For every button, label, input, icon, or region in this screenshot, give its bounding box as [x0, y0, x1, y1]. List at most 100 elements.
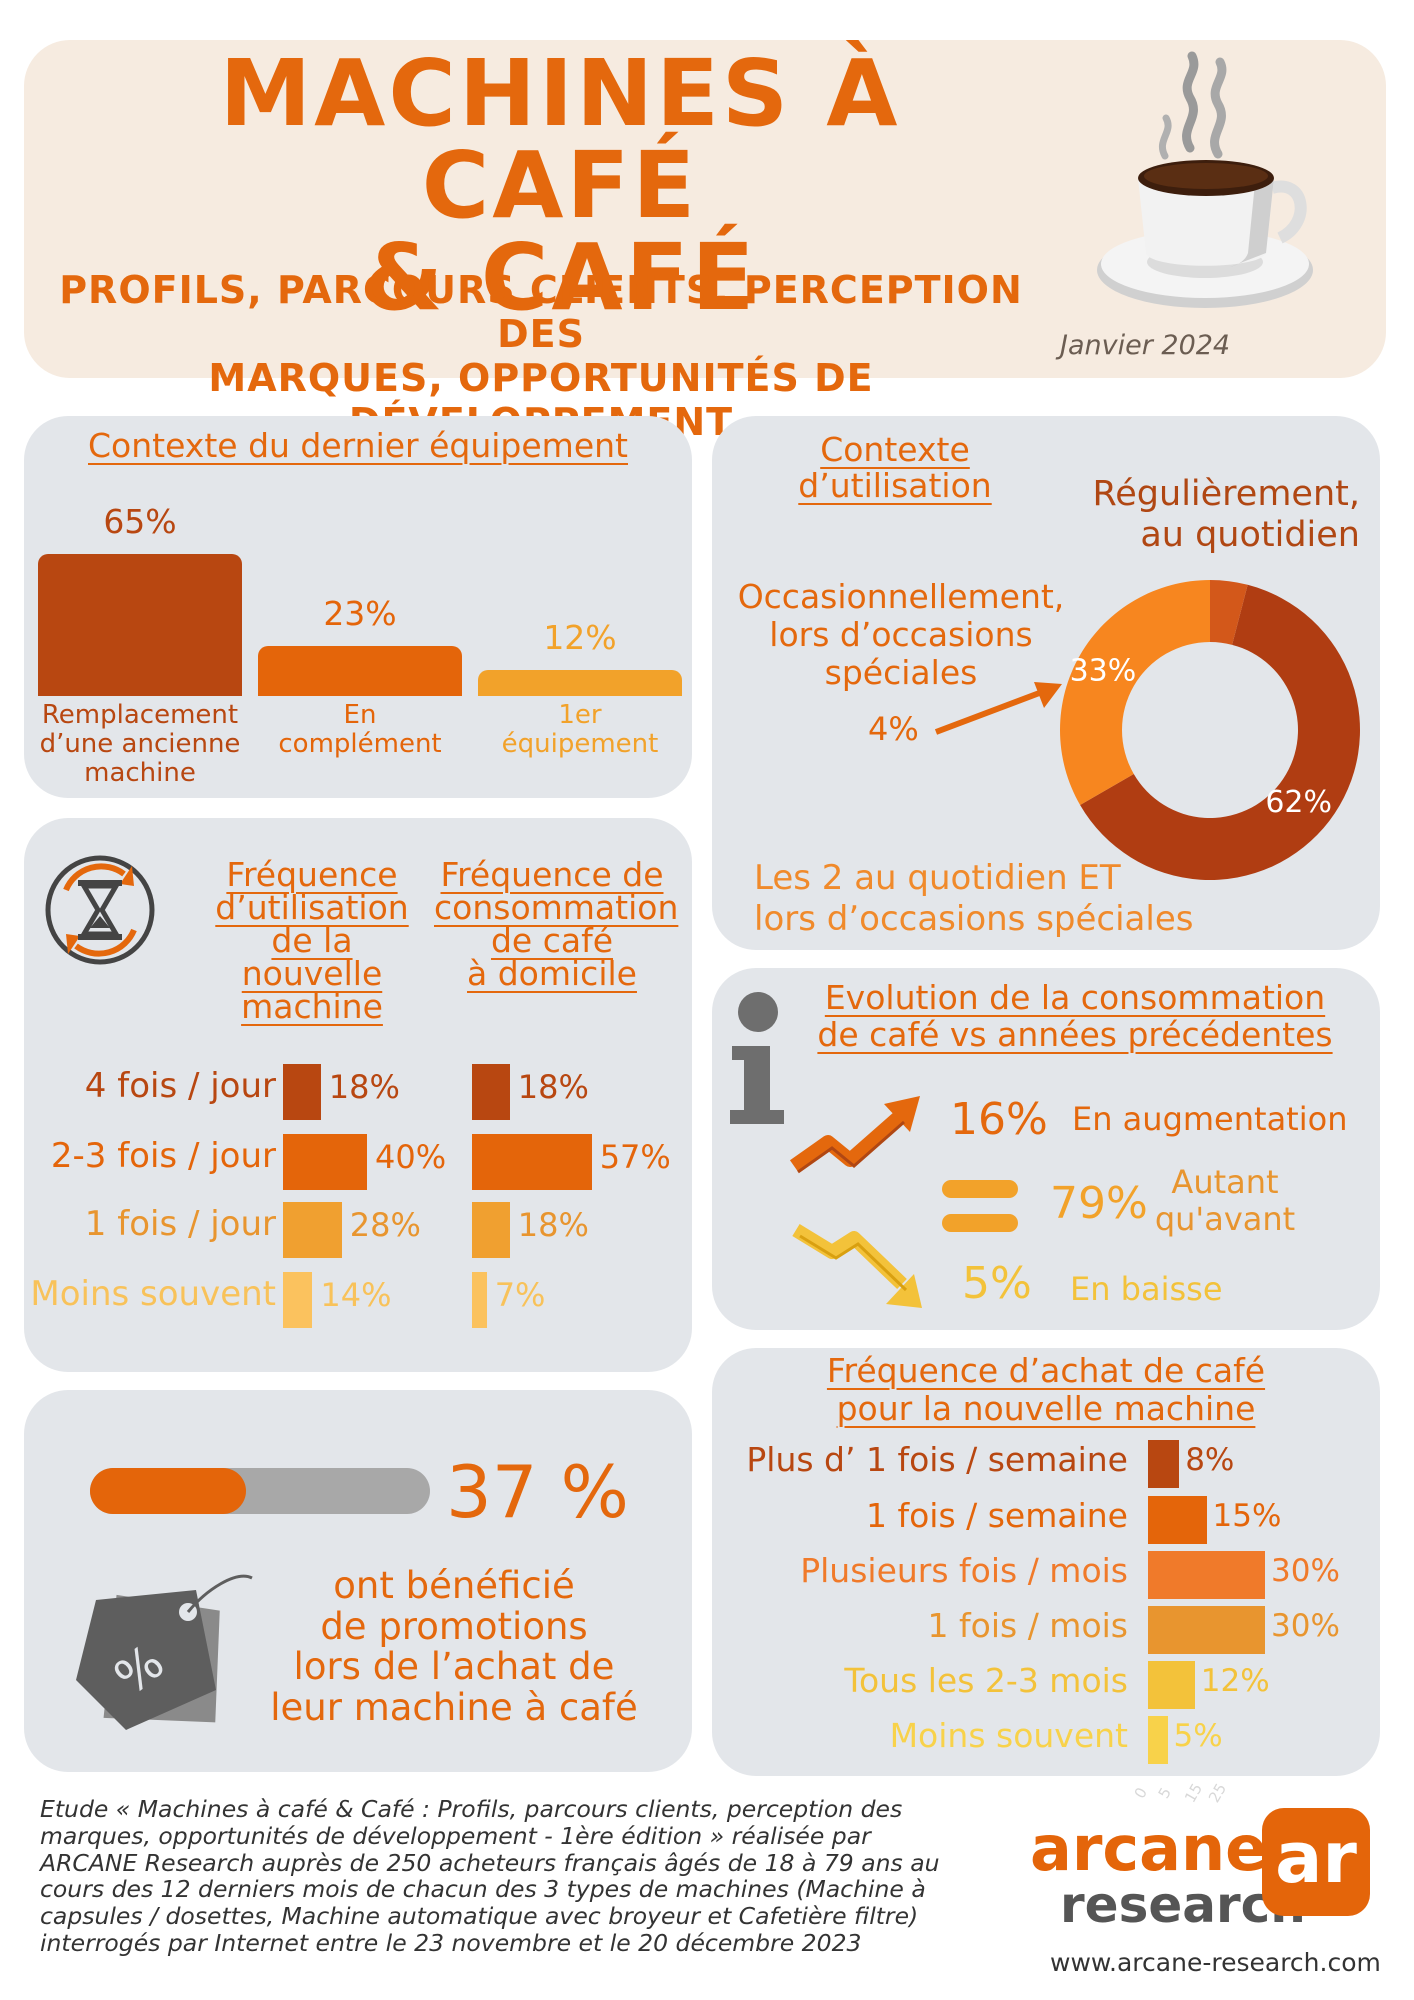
arrow-icon — [934, 682, 1062, 735]
evolution-down-value: 5% — [962, 1258, 1032, 1309]
donut-slice — [1060, 580, 1210, 805]
promotion-text-line-2: de promotions — [320, 1604, 588, 1648]
title-line-1: MACHINES À CAFÉ — [219, 40, 901, 239]
equipment-category-label: machine — [84, 758, 196, 788]
footnote-line-3: ARCANE Research auprès de 250 acheteurs … — [40, 1848, 940, 1877]
page-title: MACHINES À CAFÉ & CAFÉ — [70, 48, 1050, 324]
purchase-title-line-2: pour la nouvelle machine — [836, 1388, 1256, 1428]
consumption-title-line-3: de café — [490, 921, 614, 960]
occasional-value: 4% — [868, 710, 919, 748]
usage-context-title: Contexte d’utilisation — [760, 432, 1030, 503]
equipment-category-label: complément — [278, 729, 442, 759]
consumption-title-line-4: à domicile — [467, 954, 637, 993]
frequency-bar — [472, 1064, 510, 1120]
panel-frequencies — [24, 818, 692, 1372]
subtitle-line-1: PROFILS, PARCOURS CLIENTS, PERCEPTION DE… — [59, 268, 1023, 357]
frequency-value-label: 57% — [599, 1138, 671, 1176]
equipment-value-label: 12% — [543, 617, 617, 657]
purchase-axis-tick: 15 — [1180, 1780, 1207, 1806]
donut-value-label: 33% — [1070, 654, 1137, 689]
last-equipment-title: Contexte du dernier équipement — [88, 426, 628, 465]
purchase-bar — [1148, 1606, 1265, 1654]
purchase-value-label: 30% — [1271, 1608, 1340, 1644]
purchase-bar — [1148, 1551, 1265, 1599]
equipment-bar — [478, 669, 682, 696]
evolution-title-line-2: de café vs années précédentes — [817, 1014, 1333, 1054]
brand-logo-arcane: arcane — [1030, 1812, 1268, 1885]
promotion-progress-track — [90, 1468, 430, 1514]
evolution-same-line-2: qu'avant — [1154, 1199, 1296, 1238]
promotion-text: ont bénéficié de promotions lors de l’ac… — [264, 1564, 644, 1729]
discount-tag-icon: % — [76, 1574, 253, 1730]
occasional-label: Occasionnellement, lors d’occasions spéc… — [726, 578, 1076, 692]
purchase-category-label: Moins souvent — [889, 1716, 1128, 1755]
occasional-label-line-1: Occasionnellement, — [737, 577, 1065, 616]
usage-frequency-title: Fréquence d’utilisation de la nouvelle m… — [196, 858, 428, 1023]
website-link[interactable]: www.arcane-research.com — [1050, 1948, 1381, 1977]
panel-purchase-frequency — [712, 1348, 1380, 1776]
purchase-axis-tick: 5 — [1154, 1784, 1175, 1802]
equals-icon — [942, 1180, 1018, 1232]
usage-freq-title-line-4: machine — [241, 987, 383, 1026]
evolution-title: Evolution de la consommation de café vs … — [790, 978, 1360, 1054]
occasional-label-line-3: spéciales — [824, 652, 978, 692]
frequency-bar — [283, 1202, 342, 1258]
frequency-category-label: 1 fois / jour — [84, 1204, 276, 1244]
equipment-category-label: 1er — [558, 700, 602, 730]
frequency-value-label: 28% — [349, 1206, 421, 1244]
frequency-category-label: 4 fois / jour — [84, 1066, 276, 1106]
frequency-bar — [283, 1272, 313, 1328]
purchase-axis-tick: 0 — [1130, 1784, 1151, 1802]
donut-slice — [1210, 580, 1248, 645]
frequency-value-label: 18% — [517, 1206, 589, 1244]
usage-title-line-1: Contexte — [820, 430, 970, 469]
daily-label-line-2: au quotidien — [1140, 515, 1360, 556]
equipment-value-label: 65% — [103, 502, 177, 542]
occasional-label-line-2: lors d’occasions — [769, 614, 1033, 654]
brand-logo-mark: ar — [1262, 1808, 1370, 1916]
evolution-up-label: En augmentation — [1072, 1100, 1348, 1138]
purchase-axis-tick: 25 — [1204, 1780, 1231, 1806]
usage-title-line-2: d’utilisation — [798, 465, 992, 505]
purchase-bar — [1148, 1661, 1195, 1709]
evolution-same-label: Autant qu'avant — [1150, 1164, 1300, 1238]
promotion-text-line-1: ont bénéficié — [333, 1564, 575, 1607]
purchase-value-label: 8% — [1185, 1442, 1235, 1478]
consumption-title-line-1: Fréquence de — [440, 855, 664, 894]
promotion-progress-fill — [90, 1468, 246, 1514]
footnote-line-5: capsules / dosettes, Machine automatique… — [40, 1902, 919, 1931]
both-label-line-2: lors d’occasions spéciales — [754, 898, 1194, 939]
purchase-bar — [1148, 1716, 1168, 1764]
purchase-value-label: 30% — [1271, 1553, 1340, 1589]
frequency-category-label: 2-3 fois / jour — [50, 1136, 276, 1176]
equipment-category-label: équipement — [501, 729, 659, 759]
title-line-2: & CAFÉ — [362, 224, 758, 331]
purchase-value-label: 15% — [1212, 1498, 1282, 1534]
frequency-bar — [472, 1272, 487, 1328]
footnote-line-4: cours des 12 derniers mois de chacun des… — [40, 1875, 926, 1904]
purchase-category-label: Tous les 2-3 mois — [844, 1661, 1128, 1700]
equipment-value-label: 23% — [323, 593, 397, 633]
hourglass-icon — [45, 855, 155, 965]
equipment-category-label: d’une ancienne — [39, 729, 241, 759]
evolution-up-value: 16% — [950, 1094, 1048, 1145]
both-label-line-1: Les 2 au quotidien ET — [754, 858, 1121, 898]
frequency-category-label: Moins souvent — [30, 1274, 276, 1314]
frequency-value-label: 14% — [320, 1276, 392, 1314]
consumption-frequency-title: Fréquence de consommation de café à domi… — [434, 855, 679, 993]
purchase-frequency-title: Fréquence d’achat de café pour la nouvel… — [712, 1352, 1380, 1428]
frequency-bar — [283, 1064, 321, 1120]
evolution-same-value: 79% — [1050, 1178, 1148, 1229]
purchase-bar — [1148, 1496, 1207, 1544]
evolution-title-line-1: Evolution de la consommation — [824, 978, 1326, 1017]
consumption-title-line-2: consommation — [434, 888, 679, 927]
frequency-value-label: 7% — [494, 1276, 546, 1314]
info-icon — [730, 992, 784, 1124]
frequency-bar — [472, 1134, 592, 1190]
evolution-same-line-1: Autant — [1171, 1163, 1279, 1201]
trend-down-icon — [792, 1224, 922, 1308]
purchase-category-label: 1 fois / mois — [927, 1606, 1128, 1645]
frequency-value-label: 18% — [328, 1068, 400, 1106]
frequency-bar — [472, 1202, 510, 1258]
frequency-value-label: 18% — [517, 1068, 589, 1106]
